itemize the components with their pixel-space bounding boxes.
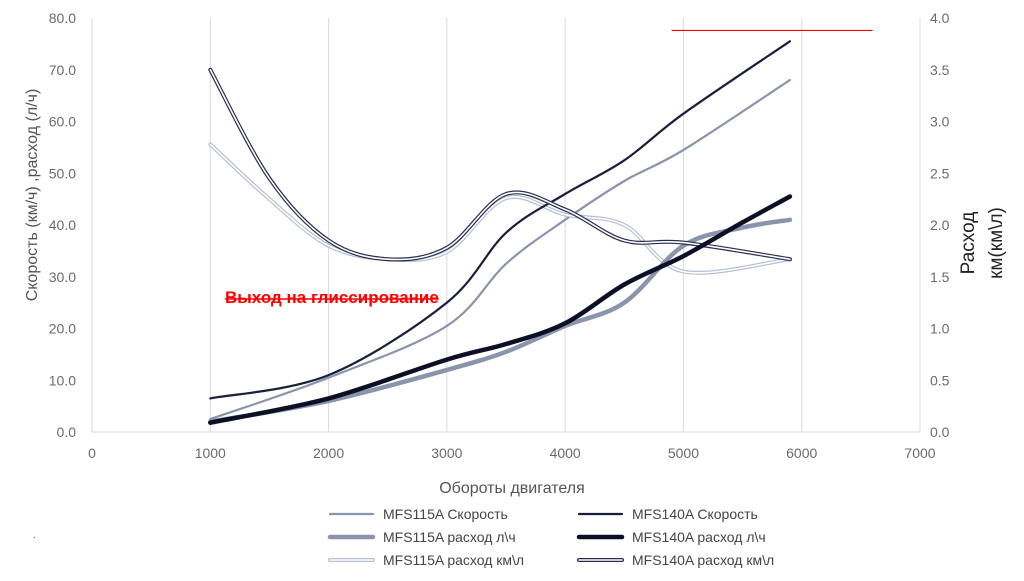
series-line-mfs140a-расход-км-л	[208, 67, 792, 262]
series-line-mfs115a-расход-км-л	[208, 142, 792, 275]
y-right-tick-label: 2.5	[930, 165, 950, 181]
x-axis-title: Обороты двигателя	[439, 480, 585, 497]
series-line-mfs140a-расход-км-л-inner	[209, 69, 791, 261]
planing-annotation: Выход на глиссирование	[225, 288, 439, 307]
legend-label: MFS140A расход км\л	[632, 552, 774, 568]
legend-label: MFS115A расход км\л	[383, 552, 524, 568]
x-tick-label: 4000	[550, 445, 581, 461]
y-left-tick-label: 10.0	[49, 372, 76, 388]
x-tick-label: 5000	[668, 445, 699, 461]
series-line-mfs115a-расход-л-ч	[208, 217, 793, 424]
y-left-tick-label: 60.0	[49, 114, 76, 130]
x-tick-label: 2000	[313, 445, 344, 461]
y-axis-title-left: Скорость (км/ч) ,расход (л/ч)	[24, 89, 41, 302]
series-line-mfs140a-скорость	[209, 40, 791, 400]
legend: MFS115A Скорость MFS140A Скорость MFS115A …	[327, 506, 774, 568]
legend-label: MFS115A расход л\ч	[383, 529, 516, 545]
y-left-tick-label: 70.0	[49, 62, 76, 78]
series-line-mfs115a-скорость	[209, 79, 791, 421]
y-right-tick-label: 3.5	[930, 62, 950, 78]
legend-label: MFS115A Скорость	[383, 506, 508, 522]
y-left-tick-label: 80.0	[49, 10, 76, 26]
x-tick-label: 6000	[786, 445, 817, 461]
y-right-tick-label: 0.5	[930, 372, 950, 388]
y-right-tick-label: 2.0	[930, 217, 950, 233]
x-tick-label: 7000	[904, 445, 935, 461]
gridlines	[91, 18, 921, 433]
y-left-tick-label: 20.0	[49, 321, 76, 337]
y-right-tick-label: 1.0	[930, 321, 950, 337]
y-left-tick-label: 40.0	[49, 217, 76, 233]
y-left-tick-label: 30.0	[49, 269, 76, 285]
y-axis-title-right-line2: км(км\л)	[986, 207, 1007, 279]
y-right-tick-label: 3.0	[930, 114, 950, 130]
x-tick-label: 1000	[195, 445, 226, 461]
x-tick-label: 0	[88, 445, 96, 461]
series-line-mfs140a-расход-л-ч	[208, 194, 793, 425]
y-left-tick-label: 0.0	[57, 424, 77, 440]
tick-labels: 0 1000 2000 3000 4000 5000 6000 7000 0.0 10.0 20.0…	[49, 10, 950, 461]
series-line-mfs115a-расход-км-л-inner	[209, 143, 791, 274]
y-axis-title-right-line1: Расход	[958, 212, 979, 275]
x-tick-label: 3000	[431, 445, 462, 461]
footnote-dot: .	[33, 530, 36, 541]
legend-label: MFS140A Скорость	[632, 506, 758, 522]
y-right-tick-label: 1.5	[930, 269, 950, 285]
series-lines	[208, 40, 793, 425]
legend-label: MFS140A расход л\ч	[632, 529, 766, 545]
y-right-tick-label: 0.0	[930, 424, 950, 440]
y-left-tick-label: 50.0	[49, 165, 76, 181]
y-right-tick-label: 4.0	[930, 10, 950, 26]
